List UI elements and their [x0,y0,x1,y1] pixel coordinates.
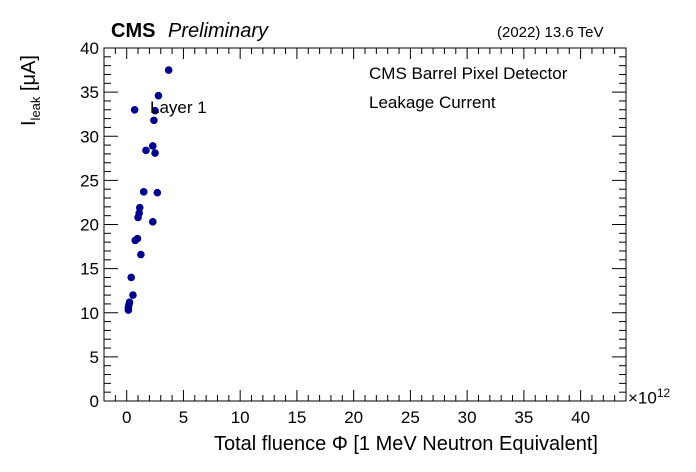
x-axis-label: Total fluence Φ [1 MeV Neutron Equivalen… [214,433,598,455]
x-axis-multiplier: ×1012 [628,386,670,409]
data-point [137,250,145,259]
y-axis-label-unit: [μA] [18,55,40,97]
x-tick-label: 20 [344,408,363,427]
x-tick-label: 15 [287,408,306,427]
data-point [151,149,159,157]
y-tick-label: 40 [80,39,99,58]
y-tick-label: 25 [80,171,99,190]
preliminary-label: Preliminary [168,20,269,42]
axis-ticks: 0 5 10 15 20 25 30 35 40 0 5 10 15 20 25 30 35 40 [80,39,627,427]
data-point [129,291,137,299]
x-tick-label: 5 [179,408,188,427]
data-point [148,142,157,150]
x-tick-label: 30 [458,408,477,427]
y-axis-label-main: I [18,120,40,126]
y-axis-label: Ileak [μA] [18,55,43,126]
data-point [127,273,136,282]
data-point [130,105,139,114]
data-points [124,66,173,314]
x-tick-label: 25 [401,408,420,427]
energy-label: (2022) 13.6 TeV [497,24,604,41]
data-point [135,203,144,212]
x-tick-label: 10 [231,408,250,427]
data-point [142,146,150,155]
data-point [125,298,134,306]
y-axis-label-sub: leak [28,96,43,121]
data-point [151,106,159,115]
y-tick-label: 5 [90,348,99,367]
cms-label: CMS [111,20,156,42]
x-tick-label: 0 [122,408,131,427]
y-tick-label: 35 [80,83,99,102]
x-multiplier-exp: 12 [656,386,671,400]
y-tick-label: 20 [80,216,99,235]
y-tick-label: 15 [80,260,99,279]
data-point [150,116,158,125]
data-point [154,91,163,100]
y-tick-label: 0 [90,392,99,411]
data-point [164,66,173,74]
data-point [133,234,142,243]
layer-annotation: Layer 1 [150,98,207,117]
y-tick-label: 10 [80,304,99,323]
data-point [153,188,162,197]
y-tick-label: 30 [80,127,99,146]
data-point [148,218,157,226]
quantity-annotation: Leakage Current [369,93,496,112]
x-tick-label: 40 [571,408,590,427]
x-multiplier-base: ×10 [628,388,657,408]
x-tick-label: 35 [514,408,533,427]
detector-annotation: CMS Barrel Pixel Detector [369,64,568,83]
data-point [139,188,148,196]
